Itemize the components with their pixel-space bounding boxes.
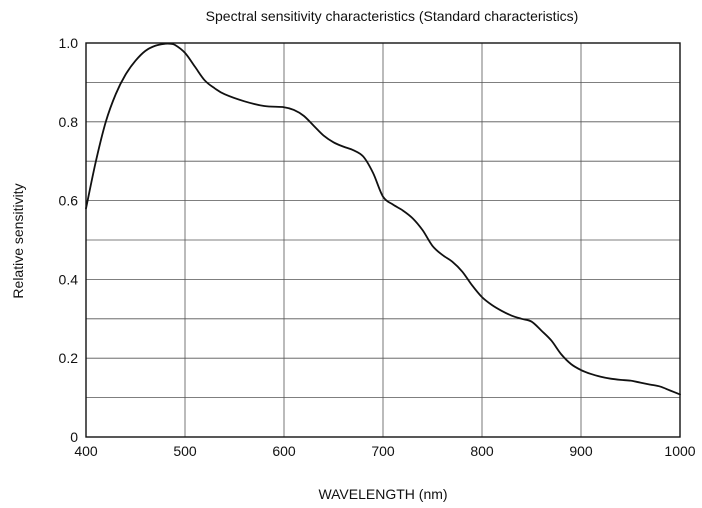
sensitivity-curve: [85, 42, 681, 396]
x-axis-label: WAVELENGTH (nm): [318, 486, 447, 502]
y-tick-label: 1.0: [59, 35, 79, 51]
x-tick-label: 1000: [664, 443, 695, 459]
x-tick-label: 700: [371, 443, 395, 459]
y-axis-ticks: 0 0.2 0.4 0.6 0.8 1.0: [59, 35, 79, 445]
chart-title: Spectral sensitivity characteristics (St…: [206, 8, 579, 24]
x-tick-label: 900: [569, 443, 593, 459]
y-tick-label: 0.4: [59, 271, 79, 287]
x-axis-ticks: 400 500 600 700 800 900 1000: [74, 443, 695, 459]
plot-frame: [85, 42, 681, 438]
grid-layer: [85, 42, 681, 438]
x-tick-label: 400: [74, 443, 98, 459]
y-axis-label: Relative sensitivity: [10, 183, 26, 298]
y-tick-label: 0: [70, 429, 78, 445]
x-tick-label: 500: [173, 443, 197, 459]
x-tick-label: 600: [272, 443, 296, 459]
y-tick-label: 0.2: [59, 350, 79, 366]
y-tick-label: 0.6: [59, 193, 79, 209]
y-tick-label: 0.8: [59, 114, 79, 130]
x-tick-label: 800: [470, 443, 494, 459]
